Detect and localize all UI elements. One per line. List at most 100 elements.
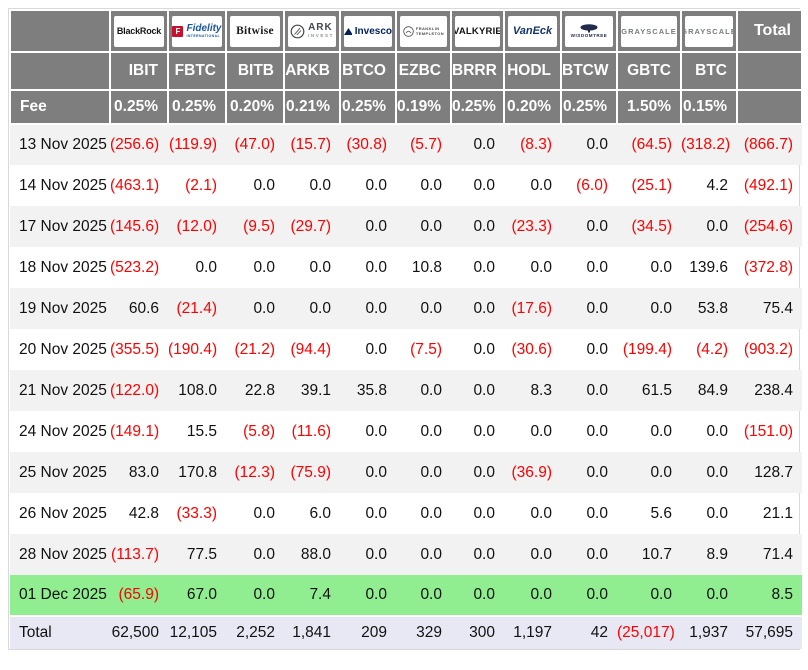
value-cell: (355.5) bbox=[110, 340, 160, 358]
date-cell: 20 Nov 2025 bbox=[19, 340, 107, 358]
etf-flow-table: BlackRock F Fidelity INTERNATIONAL Bitwi… bbox=[9, 9, 803, 649]
value-cell: 84.9 bbox=[681, 370, 737, 411]
table-row: 14 Nov 2025 (463.1) (2.1) 0.0 0.0 0.0 0.0 0.0 0.… bbox=[10, 165, 802, 206]
fidelity-logo: F Fidelity INTERNATIONAL bbox=[172, 15, 222, 47]
value-cell: 0.0 bbox=[473, 422, 495, 440]
ticker-ibit: IBIT bbox=[109, 51, 169, 91]
ticker-hodl: HODL bbox=[503, 51, 562, 91]
value-cell: 0.0 bbox=[681, 452, 737, 493]
ticker-row: IBIT FBTC BITB ARKB BTCO EZBC BRRR HODL BTCW GBTC… bbox=[9, 51, 803, 91]
franklin-head-icon bbox=[403, 25, 414, 37]
value-cell: 0.0 bbox=[561, 575, 617, 616]
value-cell: 0.0 bbox=[253, 258, 275, 276]
fee-row-total-spacer bbox=[736, 89, 803, 125]
value-cell: 0.0 bbox=[253, 504, 275, 522]
value-cell: 108.0 bbox=[168, 370, 226, 411]
value-cell: (30.8) bbox=[340, 124, 396, 165]
value-cell: (47.0) bbox=[226, 124, 284, 165]
total-column-header: Total bbox=[736, 9, 803, 53]
issuer-franklin-templeton: FRANKLIN TEMPLETON bbox=[395, 9, 452, 53]
ticker-row-total-spacer bbox=[736, 51, 803, 91]
value-cell: 10.8 bbox=[411, 258, 442, 276]
total-value-cell: 1,841 bbox=[284, 615, 340, 649]
value-cell: 0.0 bbox=[473, 504, 495, 522]
fee-row: Fee 0.25% 0.25% 0.20% 0.21% 0.25% 0.19% 0.25% 0… bbox=[9, 89, 803, 125]
vaneck-logo: VanEck bbox=[508, 15, 557, 47]
grayscale-logo-text: GRAYSCALE bbox=[621, 26, 677, 36]
value-cell: (12.3) bbox=[226, 452, 284, 493]
wisdomtree-tree-icon bbox=[580, 23, 598, 33]
value-cell: 75.4 bbox=[737, 288, 802, 329]
value-cell: (5.8) bbox=[243, 422, 275, 440]
corner-cell bbox=[9, 9, 111, 53]
table-row: 19 Nov 2025 60.6 (21.4) 0.0 0.0 0.0 0.0 0.0 (17.… bbox=[10, 288, 802, 329]
value-cell: (21.2) bbox=[234, 340, 276, 358]
value-cell: 0.0 bbox=[365, 176, 387, 194]
date-cell: 25 Nov 2025 bbox=[10, 452, 110, 493]
total-row: Total 62,500 12,105 2,252 1,841 209 329 300 1,1… bbox=[10, 615, 802, 649]
value-cell: 0.0 bbox=[340, 206, 396, 247]
value-cell: 0.0 bbox=[617, 452, 681, 493]
value-cell: (372.8) bbox=[743, 258, 793, 276]
date-cell: 28 Nov 2025 bbox=[10, 534, 110, 575]
value-cell: 0.0 bbox=[420, 504, 442, 522]
value-cell: 0.0 bbox=[253, 176, 275, 194]
fidelity-logo-subtext: INTERNATIONAL bbox=[186, 33, 221, 38]
franklin-templeton-logo: FRANKLIN TEMPLETON bbox=[400, 15, 447, 47]
value-cell: (17.6) bbox=[504, 288, 561, 329]
value-cell: 0.0 bbox=[650, 422, 672, 440]
value-cell: (256.6) bbox=[110, 124, 168, 165]
fee-ibit: 0.25% bbox=[109, 89, 169, 125]
value-cell: (2.1) bbox=[185, 176, 217, 194]
table-row: 20 Nov 2025 (355.5) (190.4) (21.2) (94.4) 0.0… bbox=[10, 329, 802, 370]
value-cell: (523.2) bbox=[110, 258, 160, 276]
value-cell: 42.8 bbox=[128, 504, 159, 522]
value-cell: (113.7) bbox=[110, 534, 168, 575]
value-cell: 6.0 bbox=[309, 504, 331, 522]
value-cell: 0.0 bbox=[586, 340, 608, 358]
value-cell: 170.8 bbox=[168, 452, 226, 493]
valkyrie-logo-text: VALKYRIE bbox=[455, 25, 500, 37]
ark-circle-icon bbox=[290, 24, 305, 38]
total-value-cell: 57,695 bbox=[737, 615, 802, 649]
value-cell: (7.5) bbox=[410, 340, 442, 358]
fee-row-label: Fee bbox=[9, 89, 111, 125]
etf-flow-table-container: BlackRock F Fidelity INTERNATIONAL Bitwi… bbox=[8, 8, 803, 650]
value-cell: 0.0 bbox=[420, 176, 442, 194]
ticker-row-corner bbox=[9, 51, 111, 91]
blackrock-logo: BlackRock bbox=[114, 15, 164, 47]
ticker-bitb: BITB bbox=[225, 51, 285, 91]
franklin-logo-line1: FRANKLIN bbox=[415, 25, 440, 31]
value-cell: 83.0 bbox=[110, 452, 168, 493]
value-cell: 0.0 bbox=[473, 340, 495, 358]
value-cell: 0.0 bbox=[681, 206, 737, 247]
valkyrie-logo: VALKYRIE bbox=[455, 15, 500, 47]
value-cell: 0.0 bbox=[561, 452, 617, 493]
wisdomtree-logo: WISDOMTREE bbox=[565, 15, 613, 47]
value-cell: 0.0 bbox=[396, 370, 451, 411]
date-cell: 24 Nov 2025 bbox=[19, 422, 107, 440]
table-row: 17 Nov 2025 (145.6) (12.0) (9.5) (29.7) 0.0 0.… bbox=[10, 206, 802, 247]
table-row: 24 Nov 2025 (149.1) 15.5 (5.8) (11.6) 0.0 0.0 0… bbox=[10, 411, 802, 452]
value-cell: (318.2) bbox=[681, 124, 737, 165]
fee-gbtc: 1.50% bbox=[616, 89, 682, 125]
value-cell: 60.6 bbox=[110, 288, 168, 329]
value-cell: (866.7) bbox=[737, 124, 802, 165]
issuer-valkyrie: VALKYRIE bbox=[450, 9, 505, 53]
total-row-label: Total bbox=[10, 615, 110, 649]
value-cell: (122.0) bbox=[110, 370, 168, 411]
value-cell: (6.0) bbox=[576, 176, 608, 194]
ticker-brrr: BRRR bbox=[450, 51, 505, 91]
value-cell: 0.0 bbox=[617, 288, 681, 329]
value-cell: 0.0 bbox=[226, 534, 284, 575]
value-cell: (64.5) bbox=[617, 124, 681, 165]
value-cell: 0.0 bbox=[396, 452, 451, 493]
value-cell: (23.3) bbox=[504, 206, 561, 247]
value-cell: 0.0 bbox=[561, 288, 617, 329]
total-value-cell: 300 bbox=[451, 615, 504, 649]
ticker-ezbc: EZBC bbox=[395, 51, 452, 91]
fee-btc: 0.15% bbox=[680, 89, 738, 125]
issuer-grayscale-btc: GRAYSCALE bbox=[680, 9, 738, 53]
value-cell: 67.0 bbox=[168, 575, 226, 616]
value-cell: 0.0 bbox=[561, 124, 617, 165]
